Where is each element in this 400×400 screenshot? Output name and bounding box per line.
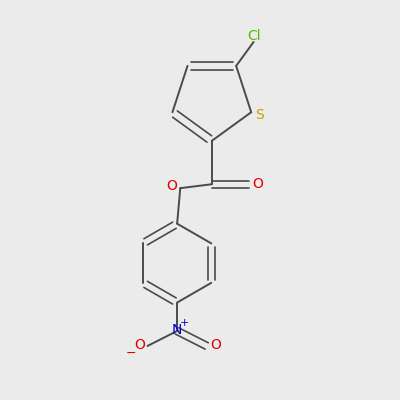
Text: N: N bbox=[171, 323, 182, 337]
Text: O: O bbox=[252, 177, 264, 191]
Text: O: O bbox=[210, 338, 221, 352]
Text: O: O bbox=[134, 338, 145, 352]
Text: Cl: Cl bbox=[248, 29, 261, 43]
Text: O: O bbox=[166, 179, 177, 193]
Text: +: + bbox=[180, 318, 189, 328]
Text: −: − bbox=[126, 346, 136, 360]
Text: S: S bbox=[256, 108, 264, 122]
